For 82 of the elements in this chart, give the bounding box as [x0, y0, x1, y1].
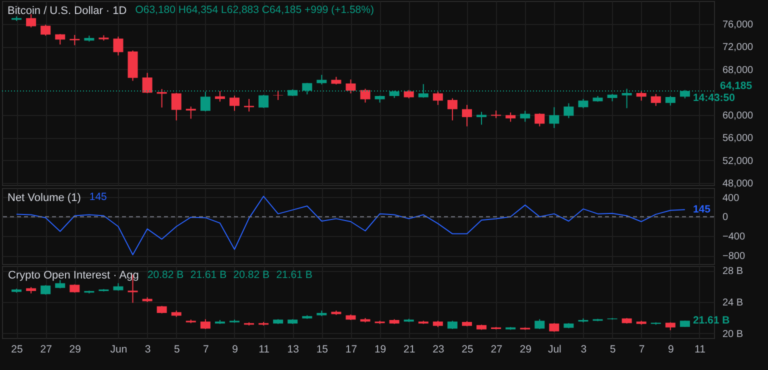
y-tick-label: 0: [722, 212, 728, 224]
annotation: 20.82 B: [233, 269, 270, 281]
candlestick: [113, 36, 124, 56]
candlestick: [564, 102, 574, 119]
y-tick-label: −800: [722, 251, 746, 262]
candlestick: [229, 95, 240, 112]
chart-title: Bitcoin / U.S. Dollar · 1D: [8, 5, 127, 17]
candlestick: [258, 94, 269, 108]
candlestick: [186, 106, 196, 120]
candlestick: [55, 33, 66, 46]
candlestick: [432, 91, 443, 106]
candlestick: [214, 90, 225, 102]
annotation: 21.61 B: [190, 269, 227, 281]
annotation: 145: [89, 191, 108, 203]
candlestick: [200, 318, 210, 330]
y-tick-label: 56,000: [722, 133, 754, 144]
x-tick-label: 11: [694, 344, 706, 356]
y-tick-label: 48,000: [722, 178, 754, 190]
y-tick-label: −400: [722, 232, 746, 243]
candlestick: [650, 93, 661, 106]
candlestick: [534, 112, 545, 127]
candlestick: [447, 98, 458, 121]
x-tick-label: 3: [144, 344, 151, 356]
x-tick-label: 27: [490, 344, 503, 356]
y-tick-label: 76,000: [722, 19, 754, 30]
candlestick: [578, 98, 588, 109]
chart-title: Net Volume (1): [8, 192, 81, 204]
x-tick-label: 3: [580, 344, 587, 356]
y-tick-label: 28 B: [722, 266, 744, 278]
candlestick: [171, 92, 182, 121]
x-tick-label: 13: [287, 344, 300, 356]
x-tick-label: 27: [40, 344, 52, 356]
x-tick-label: 19: [374, 344, 386, 356]
x-tick-label: 7: [203, 344, 210, 356]
annotation: 145: [692, 204, 711, 216]
candlestick: [142, 72, 152, 94]
x-tick-label: 25: [462, 344, 474, 356]
y-tick-label: 68,000: [722, 64, 754, 76]
y-tick-label: 400: [722, 192, 740, 204]
x-tick-label: 5: [174, 344, 180, 356]
x-tick-label: 9: [232, 344, 238, 356]
y-tick-label: 52,000: [722, 156, 754, 167]
candlestick: [40, 284, 51, 296]
x-tick-label: Jun: [110, 344, 128, 356]
candlestick: [462, 104, 472, 127]
candlestick: [665, 95, 676, 106]
candlestick: [520, 110, 530, 122]
candlestick: [346, 78, 356, 94]
annotation: 21.61 B: [276, 269, 312, 281]
candlestick: [506, 112, 516, 122]
candlestick: [316, 74, 327, 85]
x-tick-label: 25: [11, 344, 24, 356]
x-tick-label: 7: [638, 344, 645, 356]
annotation: O63,180 H64,354 L62,883 C64,185 +999 (+1.58%): [135, 4, 374, 16]
candlestick: [26, 14, 36, 28]
ref-line-label: 64,185: [720, 80, 752, 92]
candlestick: [534, 318, 545, 330]
y-tick-label: 24 B: [722, 298, 744, 308]
x-tick-label: Jul: [548, 344, 562, 356]
candlestick: [636, 90, 646, 102]
x-tick-label: 29: [69, 344, 82, 356]
y-tick-label: 20 B: [722, 328, 744, 340]
x-tick-label: 15: [316, 344, 328, 356]
x-tick-label: 17: [345, 344, 358, 356]
x-tick-label: 5: [610, 344, 616, 356]
x-tick-label: 9: [668, 344, 674, 356]
candlestick: [40, 24, 51, 36]
x-tick-label: 23: [432, 344, 444, 356]
annotation: 14:43:50: [692, 92, 736, 104]
y-tick-label: 72,000: [722, 42, 754, 53]
candlestick: [200, 91, 210, 112]
x-tick-label: 11: [258, 344, 270, 356]
y-tick-label: 60,000: [722, 110, 754, 122]
candlestick: [273, 90, 284, 100]
candlestick: [549, 106, 560, 129]
annotation: 21.61 B: [692, 314, 730, 327]
candlestick: [156, 88, 167, 108]
x-tick-label: 29: [520, 344, 532, 356]
candlestick: [360, 88, 370, 104]
annotation: 20.82 B: [147, 269, 184, 281]
chart-title: Crypto Open Interest · Agg: [8, 270, 139, 282]
x-tick-label: 21: [404, 344, 416, 356]
